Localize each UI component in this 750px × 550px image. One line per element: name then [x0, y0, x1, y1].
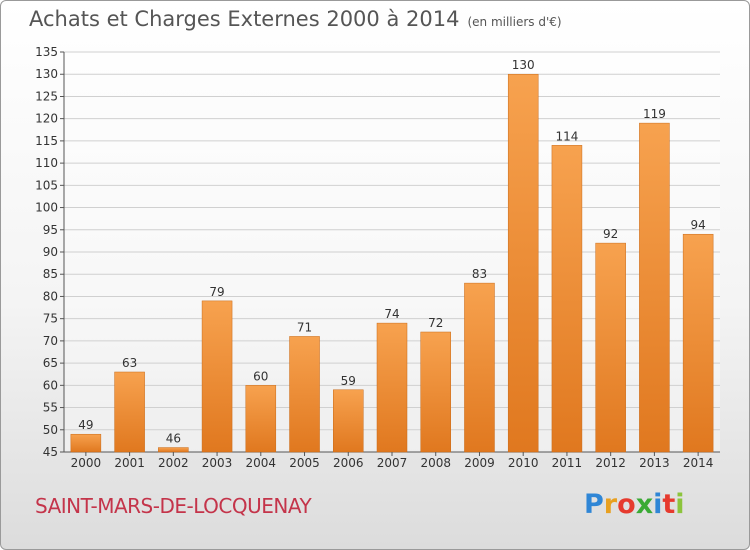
- bar: [376, 322, 408, 453]
- y-tick-label: 60: [43, 378, 58, 392]
- bar-value-label: 92: [603, 227, 618, 241]
- logo-letter: r: [603, 489, 618, 520]
- bar: [551, 145, 583, 453]
- y-tick-label: 90: [43, 245, 58, 259]
- bar-value-label: 46: [166, 432, 181, 446]
- bar: [158, 447, 189, 453]
- bar-value-label: 71: [297, 320, 312, 334]
- bar: [70, 433, 102, 453]
- bar-value-label: 94: [690, 218, 705, 232]
- x-tick-label: 2001: [114, 456, 145, 470]
- y-tick-label: 135: [35, 45, 58, 59]
- logo-letter: i: [675, 489, 685, 520]
- y-tick-label: 55: [43, 401, 58, 415]
- bar-value-label: 72: [428, 316, 443, 330]
- x-tick-label: 2013: [639, 456, 670, 470]
- x-tick-label: 2006: [333, 456, 364, 470]
- bar: [289, 336, 320, 453]
- bar-value-label: 63: [122, 356, 137, 370]
- logo-letter: o: [617, 489, 636, 520]
- y-tick-label: 85: [43, 267, 58, 281]
- bar-value-label: 83: [472, 267, 487, 281]
- bar: [682, 233, 714, 453]
- y-tick-label: 75: [43, 312, 58, 326]
- y-tick-label: 70: [43, 334, 58, 348]
- chart-title: Achats et Charges Externes 2000 à 2014 (e…: [29, 7, 562, 31]
- x-tick-label: 2010: [508, 456, 539, 470]
- unit-label: (en milliers d'€): [467, 15, 562, 29]
- bar: [420, 331, 451, 453]
- y-tick-label: 50: [43, 423, 58, 437]
- x-tick-label: 2007: [377, 456, 408, 470]
- logo-letter: x: [635, 489, 654, 520]
- bar: [333, 389, 364, 453]
- bar: [114, 371, 145, 453]
- y-tick-label: 110: [35, 156, 58, 170]
- logo-letter: t: [662, 489, 676, 520]
- bar-value-label: 130: [512, 58, 535, 72]
- bar-value-label: 74: [384, 307, 399, 321]
- proxiti-logo: Proxiti: [584, 489, 685, 520]
- bar: [639, 122, 670, 453]
- x-tick-label: 2009: [464, 456, 495, 470]
- y-tick-label: 80: [43, 289, 58, 303]
- bar-value-label: 49: [78, 418, 93, 432]
- x-tick-label: 2000: [71, 456, 102, 470]
- x-tick-label: 2012: [595, 456, 626, 470]
- bar: [595, 242, 626, 453]
- bar-value-label: 59: [341, 374, 356, 388]
- x-tick-label: 2008: [420, 456, 451, 470]
- y-tick-label: 45: [43, 445, 58, 459]
- y-tick-label: 120: [35, 112, 58, 126]
- commune-name: SAINT-MARS-DE-LOCQUENAY: [35, 494, 312, 518]
- y-tick-label: 65: [43, 356, 58, 370]
- bar: [245, 385, 277, 453]
- logo-letter: i: [653, 489, 663, 520]
- bar-value-label: 79: [209, 285, 224, 299]
- x-tick-label: 2005: [289, 456, 320, 470]
- y-tick-label: 105: [35, 178, 58, 192]
- x-tick-label: 2011: [552, 456, 583, 470]
- bar-value-label: 119: [643, 107, 666, 121]
- bar-value-label: 114: [555, 129, 578, 143]
- title-text: Achats et Charges Externes 2000 à 2014: [29, 7, 460, 31]
- bar: [201, 300, 233, 453]
- y-tick-label: 95: [43, 223, 58, 237]
- y-tick-label: 100: [35, 201, 58, 215]
- bar: [507, 73, 539, 453]
- y-tick-label: 130: [35, 67, 58, 81]
- x-tick-label: 2014: [683, 456, 714, 470]
- y-tick-label: 115: [35, 134, 58, 148]
- x-tick-label: 2002: [158, 456, 189, 470]
- bar: [464, 282, 495, 453]
- y-tick-label: 125: [35, 89, 58, 103]
- bar-value-label: 60: [253, 369, 268, 383]
- x-tick-label: 2003: [202, 456, 233, 470]
- x-tick-label: 2004: [246, 456, 277, 470]
- logo-letter: P: [584, 489, 604, 520]
